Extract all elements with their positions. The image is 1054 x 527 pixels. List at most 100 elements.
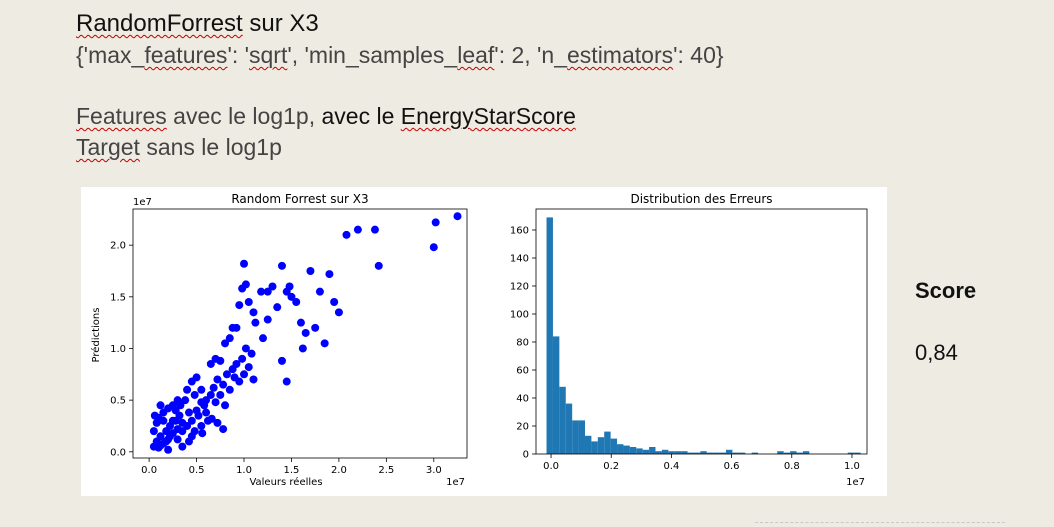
scatter-point: [219, 425, 228, 434]
slide-footer-divider: [755, 522, 1005, 523]
params-text: ', 'min_samples_: [287, 42, 458, 68]
scatter-point: [235, 377, 244, 386]
scatter-x-tick-label: 0.0: [141, 465, 157, 476]
target-text: Target: [76, 134, 140, 160]
scatter-point: [150, 411, 159, 420]
params-text: sqrt: [249, 42, 288, 68]
scatter-y-tick-label: 1.5: [110, 292, 126, 303]
histogram-bar: [802, 451, 810, 454]
histogram-bar: [783, 452, 791, 454]
scatter-point: [258, 334, 267, 343]
scatter-point: [244, 297, 253, 306]
slide-header: RandomForrest sur X3 {'max_features': 's…: [76, 8, 724, 162]
scatter-point: [168, 416, 177, 425]
histogram-bar: [751, 452, 759, 454]
features-text: EnergyStarScore: [400, 103, 576, 129]
histogram-y-tick-label: 0: [523, 450, 529, 461]
scatter-point: [149, 427, 158, 436]
scatter-point: [219, 380, 228, 389]
scatter-point: [263, 287, 272, 296]
histogram-bar: [700, 451, 707, 454]
params-text: estimators: [567, 42, 674, 68]
histogram-x-tick-label: 0.4: [663, 461, 679, 472]
histogram-title: Distribution des Erreurs: [630, 192, 772, 206]
scatter-point: [353, 225, 362, 234]
histogram-y-tick-label: 100: [510, 310, 529, 321]
histogram-bar: [668, 451, 675, 454]
histogram-bar: [559, 386, 566, 454]
histogram-y-tick-label: 160: [510, 226, 529, 237]
scatter-point: [206, 359, 215, 368]
scatter-point: [178, 442, 187, 451]
histogram-bar: [706, 452, 714, 454]
scatter-point: [190, 390, 199, 399]
histogram-bar: [546, 217, 553, 454]
histogram-x-tick-label: 0.0: [543, 461, 559, 472]
histogram-bar: [591, 441, 598, 454]
scatter-point: [168, 401, 177, 410]
score-label: Score: [915, 278, 977, 303]
scatter-point: [213, 375, 222, 384]
params-text: ': 40}: [673, 42, 724, 68]
scatter-point: [301, 328, 310, 337]
histogram-bar: [565, 403, 573, 454]
scatter-point: [213, 418, 222, 427]
scatter-point: [431, 218, 440, 227]
histogram-y-tick-label: 60: [516, 366, 529, 377]
scatter-point: [216, 390, 225, 399]
scatter-point: [292, 297, 301, 306]
scatter-point: [249, 375, 258, 384]
score-value: 0,84: [915, 340, 958, 365]
scatter-point: [374, 261, 383, 270]
scatter-point: [183, 421, 192, 430]
histogram-bar: [777, 451, 784, 454]
histogram-bar: [661, 449, 669, 454]
scatter-point: [241, 344, 250, 353]
histogram-axes-frame: [535, 208, 868, 455]
title-model-name: RandomForrest: [76, 10, 243, 37]
scatter-point: [232, 359, 241, 368]
histogram-x-tick-label: 0.2: [603, 461, 619, 472]
scatter-point: [173, 396, 182, 405]
scatter-y-tick-label: 2.0: [110, 241, 126, 252]
scatter-x-tick-label: 2.0: [331, 465, 347, 476]
scatter-point: [211, 398, 220, 407]
scatter-point: [238, 354, 247, 363]
scatter-point: [287, 292, 296, 301]
scatter-point: [221, 401, 230, 410]
scatter-point: [173, 435, 182, 444]
charts-svg: 0.0 0.5 1.0 1.5 2.0 2.5 3.0 0.0 0.5 1.0 1.5 2.0 Rand…: [90, 192, 868, 488]
scatter-axes-frame: [132, 208, 468, 459]
scatter-point: [181, 396, 190, 405]
scatter-point: [257, 287, 266, 296]
slide-title: RandomForrest sur X3: [76, 8, 724, 40]
scatter-y-tick-label: 0.0: [110, 447, 126, 458]
scatter-point: [216, 356, 225, 365]
scatter-point: [207, 414, 216, 423]
scatter-point: [311, 323, 320, 332]
params-text: leaf: [457, 42, 495, 68]
histogram-bar: [636, 448, 643, 454]
scatter-point: [222, 370, 231, 379]
histogram-bar: [796, 452, 803, 454]
target-line: Target sans le log1p: [76, 132, 724, 162]
scatter-point: [277, 261, 286, 270]
histogram-bar: [719, 452, 726, 454]
histogram-x-tick-label: 0.8: [784, 461, 800, 472]
scatter-point: [194, 411, 203, 420]
scatter-point: [244, 363, 253, 372]
scatter-point: [282, 377, 291, 386]
scatter-point: [183, 385, 192, 394]
scatter-point: [263, 315, 272, 324]
scatter-point: [197, 385, 206, 394]
histogram-bar: [681, 451, 688, 454]
histogram-bar: [642, 449, 650, 454]
histogram-bar: [713, 452, 720, 454]
scatter-point: [330, 297, 339, 306]
params-text: features: [144, 42, 228, 68]
histogram-bar: [629, 447, 637, 454]
histogram-bar: [610, 438, 618, 454]
params-text: {'max_: [76, 42, 145, 68]
scatter-point: [273, 303, 282, 312]
scatter-point: [298, 344, 307, 353]
